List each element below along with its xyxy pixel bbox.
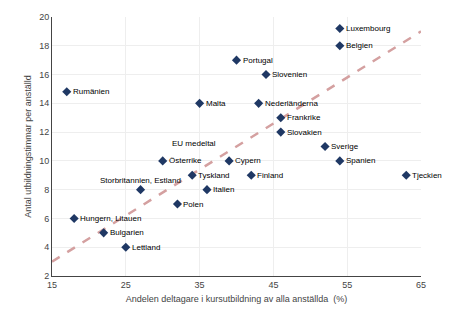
svg-text:Malta: Malta bbox=[206, 99, 226, 108]
svg-text:Rumänien: Rumänien bbox=[73, 87, 109, 96]
svg-text:18: 18 bbox=[39, 41, 49, 51]
svg-text:8: 8 bbox=[44, 185, 49, 195]
svg-text:Spanien: Spanien bbox=[346, 156, 375, 165]
svg-text:Sverige: Sverige bbox=[331, 142, 359, 151]
svg-text:EU medeltal: EU medeltal bbox=[172, 139, 216, 148]
svg-text:14: 14 bbox=[39, 98, 49, 108]
svg-text:Luxembourg: Luxembourg bbox=[346, 24, 390, 33]
svg-text:Slovakien: Slovakien bbox=[287, 128, 322, 137]
svg-text:Antal utbildningstimmar per an: Antal utbildningstimmar per anställd bbox=[23, 75, 33, 218]
svg-text:Slovenien: Slovenien bbox=[272, 70, 307, 79]
svg-text:Bulgarien: Bulgarien bbox=[110, 228, 144, 237]
svg-text:Italien: Italien bbox=[213, 185, 234, 194]
svg-text:55: 55 bbox=[342, 280, 352, 290]
svg-text:15: 15 bbox=[47, 280, 57, 290]
svg-text:Lettland: Lettland bbox=[132, 243, 160, 252]
svg-text:35: 35 bbox=[195, 280, 205, 290]
svg-text:Portugal: Portugal bbox=[243, 56, 273, 65]
svg-text:Polen: Polen bbox=[183, 200, 203, 209]
svg-text:Tjeckien: Tjeckien bbox=[412, 171, 442, 180]
svg-text:4: 4 bbox=[44, 242, 49, 252]
svg-text:10: 10 bbox=[39, 156, 49, 166]
svg-text:16: 16 bbox=[39, 70, 49, 80]
svg-text:Hungern, Litauen: Hungern, Litauen bbox=[80, 214, 141, 223]
svg-text:Tyskland: Tyskland bbox=[198, 171, 230, 180]
svg-text:2: 2 bbox=[44, 271, 49, 281]
svg-text:Nederländerna: Nederländerna bbox=[265, 99, 318, 108]
svg-text:45: 45 bbox=[268, 280, 278, 290]
svg-text:25: 25 bbox=[121, 280, 131, 290]
svg-text:Cypern: Cypern bbox=[235, 156, 261, 165]
svg-text:Finland: Finland bbox=[257, 171, 283, 180]
svg-text:12: 12 bbox=[39, 127, 49, 137]
svg-text:Belgien: Belgien bbox=[346, 41, 373, 50]
svg-text:Frankrike: Frankrike bbox=[287, 113, 321, 122]
svg-text:20: 20 bbox=[39, 12, 49, 22]
svg-text:Storbritannien, Estland: Storbritannien, Estland bbox=[100, 176, 181, 185]
svg-text:65: 65 bbox=[416, 280, 426, 290]
svg-text:6: 6 bbox=[44, 214, 49, 224]
svg-text:Andelen deltagare i kursutbild: Andelen deltagare i kursutbildning av al… bbox=[126, 294, 348, 304]
svg-text:Österrike: Österrike bbox=[169, 156, 202, 165]
